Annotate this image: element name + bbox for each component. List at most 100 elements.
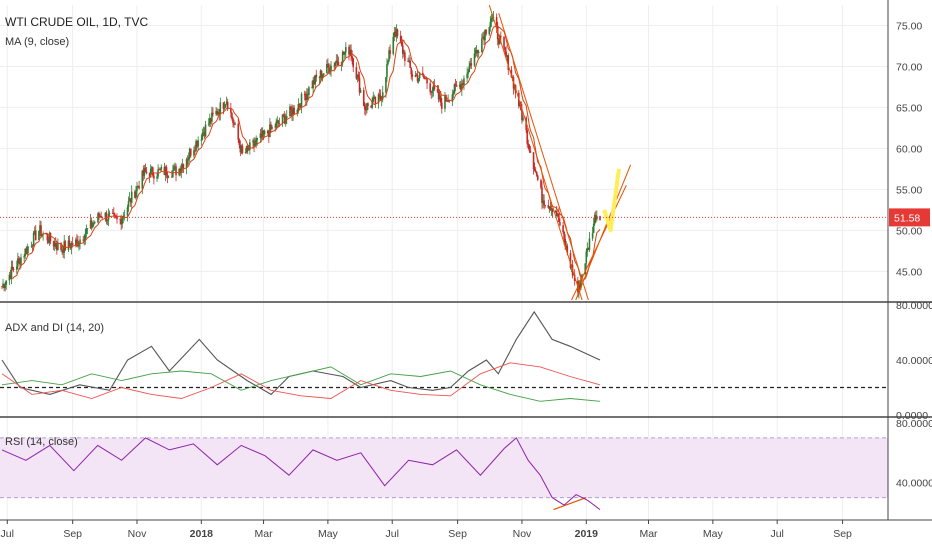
candle [40,220,42,237]
candle [8,272,11,286]
candle-body [293,107,295,114]
candle-body [114,214,116,216]
candle-body [194,150,196,152]
candle-body [232,118,234,124]
candle-body [510,69,513,78]
candle [426,77,428,89]
price-axis-tick: 45.00 [896,266,922,278]
candle-body [32,232,35,246]
candle-body [40,225,42,237]
candle-body [463,78,465,86]
candle-body [34,230,37,241]
candle [210,117,212,127]
candle-body [193,150,195,156]
candle [17,252,19,270]
rsi-label: RSI (14, close) [5,436,78,448]
candle [182,163,185,173]
candle-body [400,41,403,46]
candle-body [426,78,428,84]
candle [430,90,433,99]
candle [136,181,138,198]
candle-body [92,222,95,225]
candle-body [470,63,473,66]
candle-body [121,218,124,225]
candle [119,218,121,225]
candle [211,106,213,125]
candle-body [156,176,158,179]
candle-body [60,242,62,250]
candle-body [543,200,545,205]
rsi-band-layer [0,437,888,499]
candle-body [33,230,36,233]
candle-body [322,73,325,76]
candle [54,237,57,249]
candle-body [149,168,152,178]
candle [445,94,447,102]
candle-body [349,49,351,55]
candle [555,205,558,217]
candle [521,103,523,124]
candle-body [594,215,597,220]
candle-body [112,213,115,215]
time-axis-label: Jul [386,528,399,540]
candle [126,204,129,222]
candle-body [343,52,346,55]
candle-body [342,51,345,55]
candle-body [291,109,293,116]
chart-title: WTI CRUDE OIL, 1D, TVC [5,15,148,29]
candle [370,105,372,109]
candle-body [424,78,426,79]
candle-body [189,148,192,156]
candle-body [215,111,217,115]
candle-body [444,95,446,109]
candle-body [127,201,130,208]
price-axis-tick: 55.00 [896,184,922,196]
candle [163,163,166,176]
adx-axis-tick: 40.0000 [896,355,932,367]
candle-body [433,85,436,90]
last-price-value: 51.58 [894,212,920,224]
candle [91,222,94,229]
time-axis-label: Sep [448,528,467,540]
candle-body [544,204,546,206]
candle [320,70,323,80]
candle [99,213,101,218]
candle [308,85,310,99]
candle [336,54,339,66]
candle-body [57,242,59,251]
candle-body [535,171,538,176]
candle-body [565,245,568,247]
candle [171,170,173,178]
candle-body [8,274,11,281]
candle-body [299,105,302,108]
candle-body [128,198,131,202]
candle [466,67,468,83]
candle-body [277,120,280,124]
candle-body [386,64,388,78]
candle-body [415,74,418,76]
candle [52,240,55,251]
candle-body [345,46,347,53]
candle [86,227,89,235]
candle-body [534,170,537,172]
candle [437,85,440,103]
candle [497,37,500,49]
candle [547,199,550,210]
candle-body [91,224,94,228]
candle [569,250,572,270]
candle-body [224,104,227,108]
candle [77,235,79,248]
candle-body [231,112,233,119]
rsi-axis-tick: 80.0000 [896,418,932,430]
candle-body [275,121,278,128]
candle-body [388,50,390,61]
rsi-line [1,437,601,511]
candle-body [211,112,213,122]
candle [10,260,13,285]
candle [129,197,132,207]
candle-body [5,280,8,285]
candle [179,165,182,176]
candle [252,138,254,149]
candle [482,31,484,39]
